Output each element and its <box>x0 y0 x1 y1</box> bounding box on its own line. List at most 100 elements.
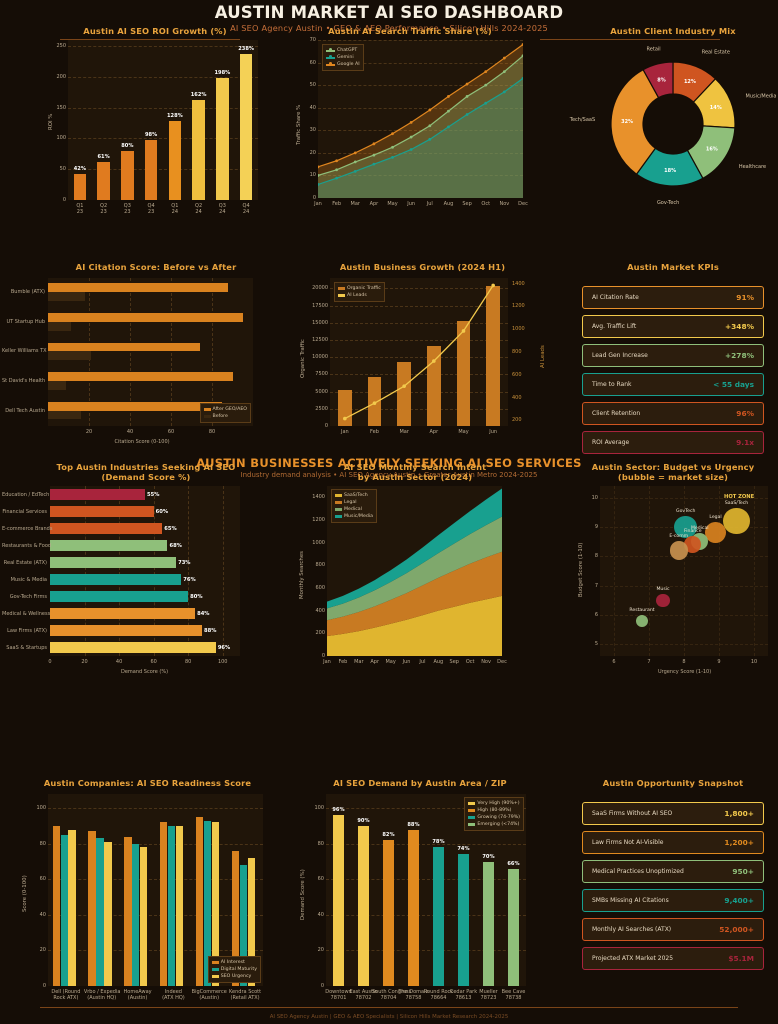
legend-item: AI Interest <box>211 959 257 966</box>
legend-label: Very High (90%+) <box>477 801 520 806</box>
bar <box>50 591 189 602</box>
plot-area: 0 2500 5000 7500 10000 12500 15000 17500 20000 20… <box>300 278 546 435</box>
bar <box>73 174 87 200</box>
x-tick: BigCommerce (Austin) <box>191 989 227 1001</box>
y-tick: 100 <box>314 805 324 812</box>
bar <box>97 162 110 200</box>
bar-value-label: 80% <box>121 142 134 149</box>
y-tick: 7 <box>594 582 598 589</box>
opportunity-value: $5.1M <box>728 954 754 963</box>
opportunity-card[interactable]: SMBs Missing AI Citations 9,400+ <box>582 889 764 912</box>
legend-swatch <box>335 515 342 519</box>
bar-value-label: 60% <box>155 508 169 515</box>
x-axis-label: Demand Score (%) <box>121 669 169 675</box>
x-tick: 6 <box>612 659 616 665</box>
x-tick: Round Rock 78664 <box>423 989 454 1001</box>
x-tick: Sep <box>449 659 459 665</box>
x-tick: Q3 23 <box>123 203 131 216</box>
y-tick: 1000 <box>312 539 325 546</box>
y-tick: Law Firms (ATX) <box>7 627 47 634</box>
kpi-panel-title: Austin Market KPIs <box>627 262 719 272</box>
kpi-card[interactable]: Avg. Traffic Lift +348% <box>582 315 764 338</box>
y2-tick: 600 <box>512 371 522 378</box>
opportunity-card[interactable]: SaaS Firms Without AI SEO 1,800+ <box>582 802 764 825</box>
opportunity-card[interactable]: Projected ATX Market 2025 $5.1M <box>582 947 764 970</box>
legend-label: Medical <box>344 507 362 513</box>
kpi-card[interactable]: ROI Average 9.1x <box>582 431 764 454</box>
bar-value-label: 90% <box>357 818 370 824</box>
plot-area: 0 200 400 600 800 1000 1200 1400 Jan Feb Mar Apr May… <box>299 486 507 665</box>
kpi-value: 96% <box>736 409 754 418</box>
opportunity-card[interactable]: Medical Practices Unoptimized 950+ <box>582 860 764 883</box>
x-tick: Bee Cave 78738 <box>501 989 526 1001</box>
x-tick: 60 <box>167 429 175 435</box>
bar <box>203 820 212 986</box>
kpi-card[interactable]: AI Citation Rate 91% <box>582 286 764 309</box>
page-title: AUSTIN MARKET AI SEO DASHBOARD <box>214 3 564 22</box>
x-tick: Mar <box>354 659 364 665</box>
bubble-label: GovTech <box>676 508 696 514</box>
y-axis-label: Traffic Share % <box>296 104 302 145</box>
y2-tick: 400 <box>512 394 522 401</box>
y-tick: 60 <box>317 876 324 883</box>
y-axis-label: Score (0-100) <box>22 875 28 912</box>
bar <box>48 381 67 390</box>
bar-value-label: 84% <box>197 610 210 617</box>
y-tick: 50 <box>309 82 316 89</box>
bar-value-label: 78% <box>432 839 445 846</box>
chart-title: AI SEO Monthly Search Intent by Austin Se… <box>343 462 487 483</box>
y-tick: 40 <box>309 104 316 111</box>
bar-value-label: 162% <box>190 92 207 99</box>
y-tick: 60 <box>309 59 316 66</box>
x-tick: 40 <box>126 429 134 435</box>
x-tick: Q3 24 <box>218 203 226 216</box>
y-tick: Gov-Tech Firms <box>9 593 47 600</box>
gridline <box>130 278 131 426</box>
plot-area: 12% Real Estate 14% Music/Media 16% Healthcar… <box>568 36 778 216</box>
legend-label: Before <box>212 413 228 419</box>
y-tick: 0 <box>312 195 316 201</box>
gridline <box>171 278 172 426</box>
chart-budget-vs-urgency: Austin Sector: Budget vs Urgency (bubble … <box>568 462 778 697</box>
legend-label: Legal <box>344 500 357 506</box>
gridline <box>330 374 508 376</box>
y-tick: 9 <box>594 524 598 531</box>
y-tick: 70 <box>309 37 316 43</box>
gridline <box>614 486 615 656</box>
bar <box>48 372 233 381</box>
chart-legend: ChatGPT Gemini Google AI <box>322 44 364 72</box>
bar-value-label: 98% <box>145 131 158 138</box>
gridline <box>719 486 720 656</box>
opportunity-value: 52,000+ <box>719 925 754 934</box>
opportunity-card[interactable]: Monthly AI Searches (ATX) 52,000+ <box>582 918 764 941</box>
gridline <box>318 107 523 109</box>
y-tick: Financial Services <box>2 508 47 515</box>
opportunity-card[interactable]: Law Firms Not AI-Visible 1,200+ <box>582 831 764 854</box>
y-axis-label: ROI % <box>48 113 54 130</box>
bar <box>140 847 148 986</box>
bubble <box>684 536 701 553</box>
kpi-card[interactable]: Lead Gen Increase +278% <box>582 344 764 367</box>
x-tick: Jun <box>489 429 498 435</box>
bar-value-label: 65% <box>164 525 177 532</box>
legend-swatch <box>468 816 476 820</box>
bar-value-label: 88% <box>204 627 217 634</box>
y-tick: 2500 <box>315 405 328 412</box>
bar <box>48 283 229 293</box>
bar <box>68 829 76 986</box>
plot-area: 0 20 40 60 80 100 96% Downtown 78701 90% East Aust… <box>300 794 526 1001</box>
opportunity-label: Monthly AI Searches (ATX) <box>592 926 672 933</box>
gridline <box>68 138 258 140</box>
y-axis-label: Demand Score (%) <box>300 869 306 920</box>
x-tick: East Austin 78702 <box>349 989 378 1001</box>
kpi-card[interactable]: Client Retention 96% <box>582 402 764 425</box>
x-tick: 9 <box>717 659 721 665</box>
kpi-card[interactable]: Time to Rank < 55 days <box>582 373 764 396</box>
kpi-value: +348% <box>724 322 754 331</box>
y-tick: 20 <box>39 947 46 954</box>
chart-legend: After GEO/AEO Before <box>199 402 251 423</box>
y-tick: 5 <box>594 641 598 648</box>
chart-title: AI SEO Demand by Austin Area / ZIP <box>333 778 507 788</box>
gridline <box>326 879 526 881</box>
chart-title: Austin AI Search Traffic Share (%) <box>328 26 492 36</box>
